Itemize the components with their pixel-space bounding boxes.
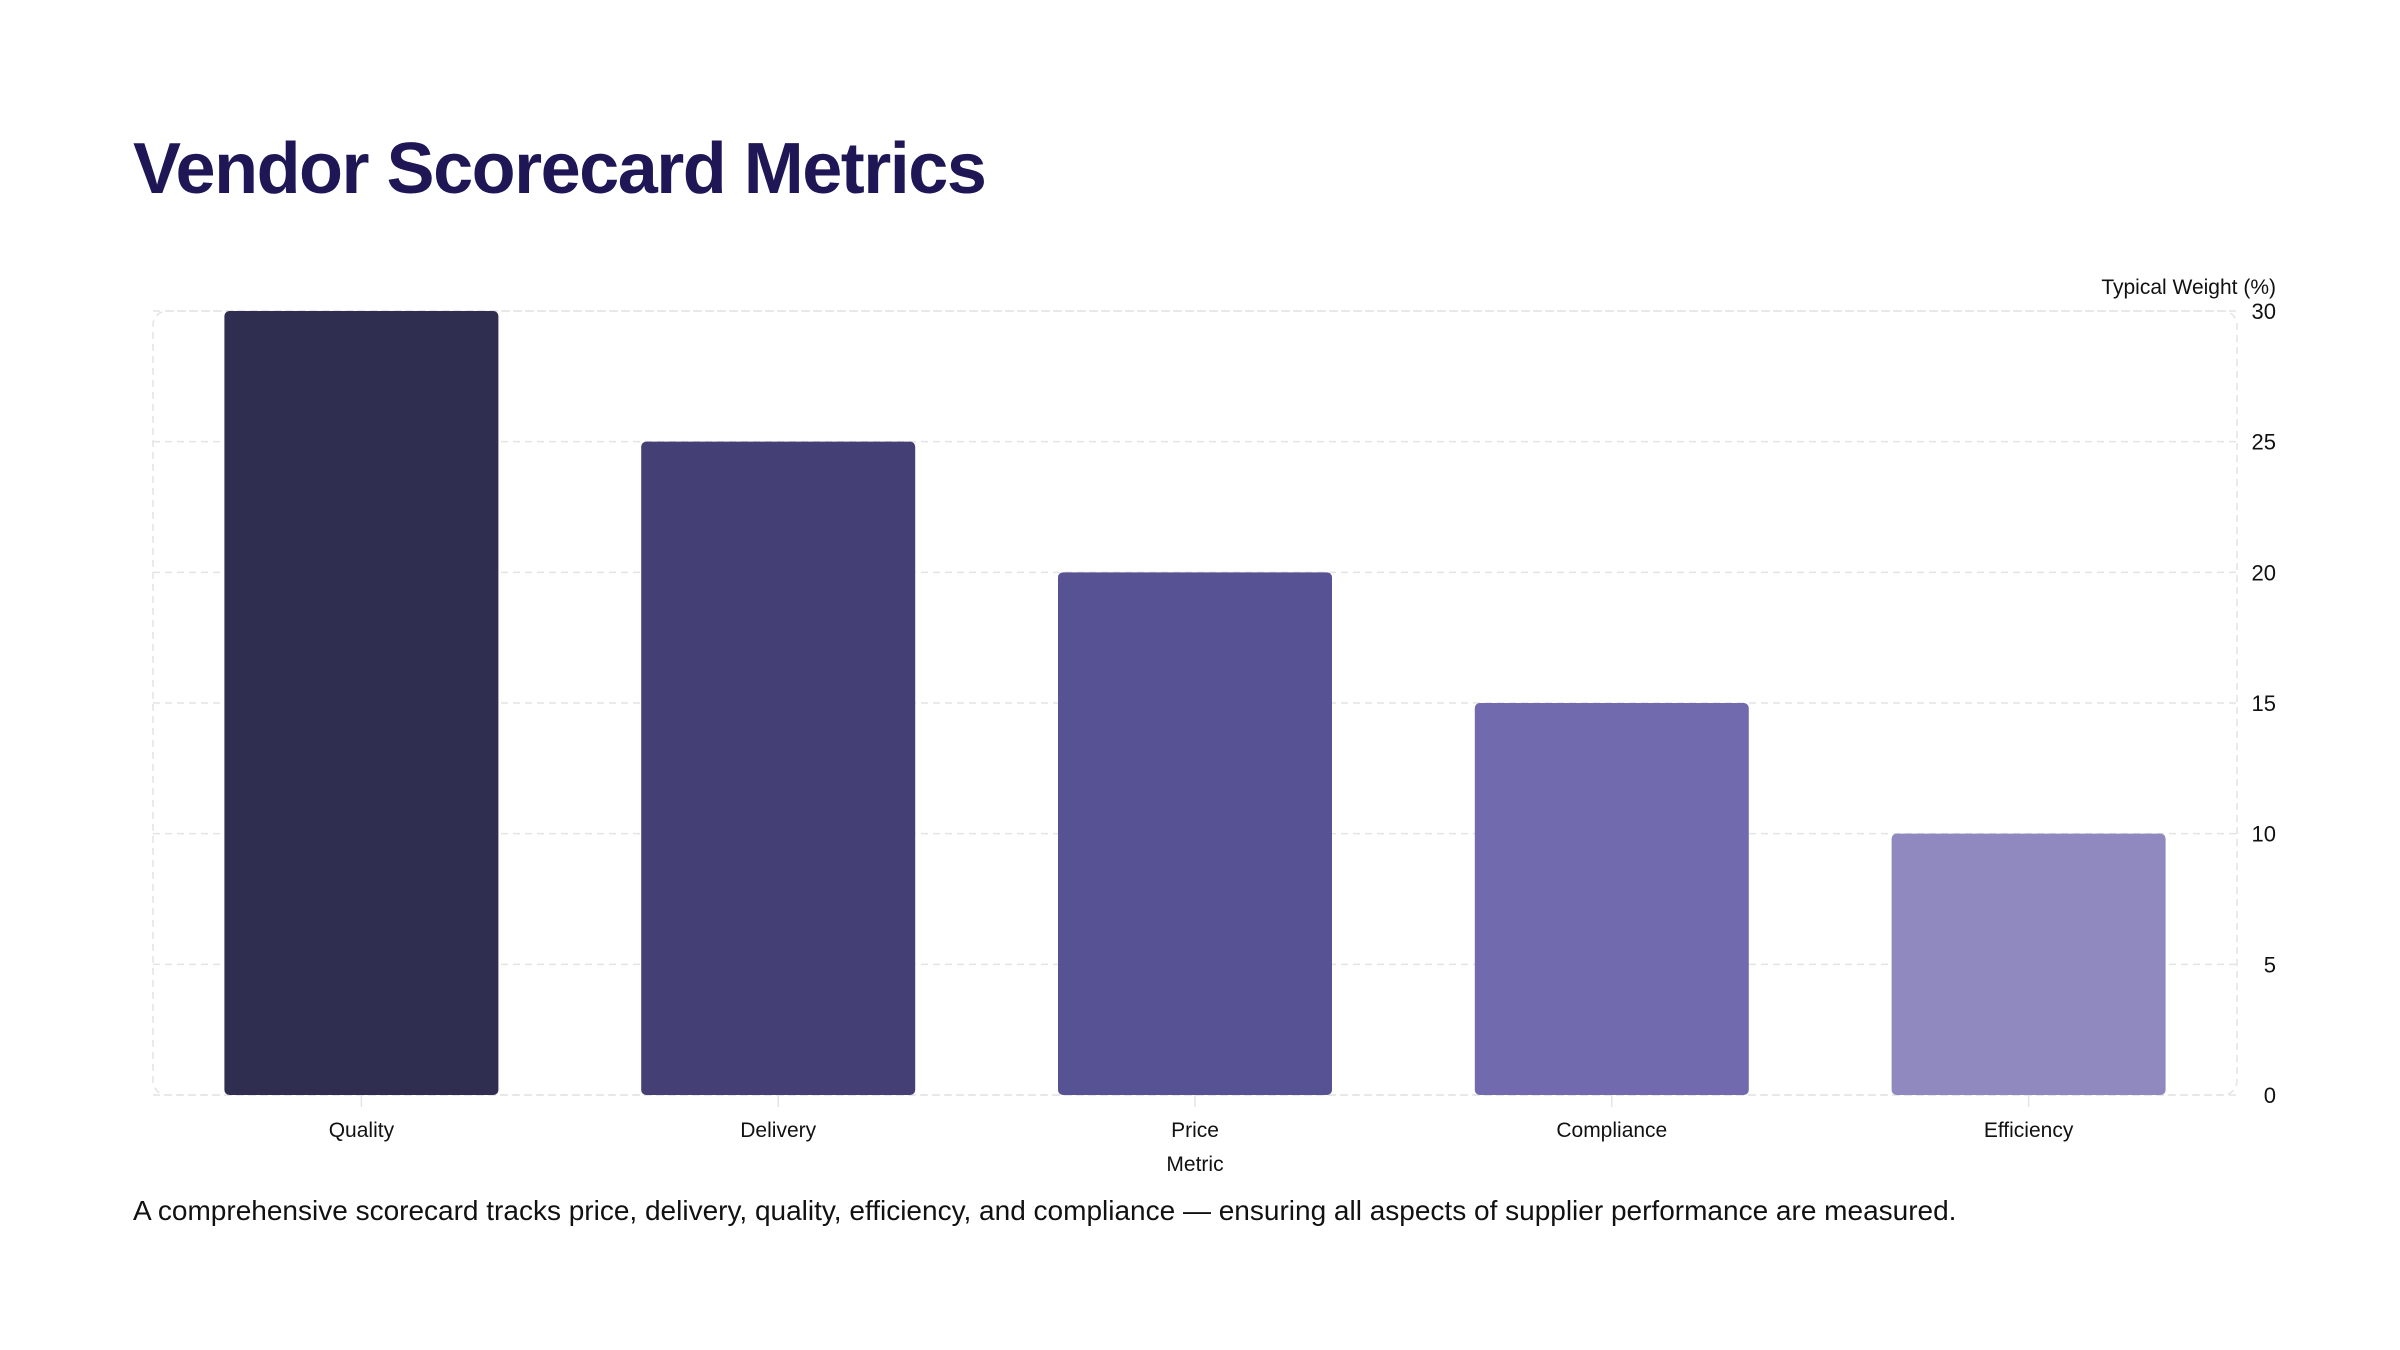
x-tick-label: Efficiency <box>1984 1119 2074 1142</box>
x-tick-label: Price <box>1171 1119 1219 1142</box>
y-tick-label: 25 <box>2252 430 2276 455</box>
bar-compliance <box>1474 703 1749 1095</box>
chart-caption: A comprehensive scorecard tracks price, … <box>133 1195 1957 1226</box>
bar-quality <box>224 311 499 1095</box>
y-tick-label: 0 <box>2264 1083 2276 1108</box>
chart-title: Vendor Scorecard Metrics <box>133 129 987 209</box>
x-axis-label: Metric <box>1166 1153 1223 1176</box>
y-tick-label: 30 <box>2252 299 2276 324</box>
bar-price <box>1058 572 1332 1095</box>
x-tick-label: Delivery <box>740 1119 816 1142</box>
x-tick-label: Compliance <box>1556 1119 1667 1142</box>
bar-efficiency <box>1891 833 2166 1095</box>
y-tick-label: 15 <box>2252 691 2276 716</box>
y-tick-label: 10 <box>2252 822 2276 847</box>
x-tick-label: Quality <box>329 1119 395 1142</box>
y-tick-label: 20 <box>2252 560 2276 585</box>
bar-delivery <box>641 441 916 1096</box>
y-axis-label: Typical Weight (%) <box>2101 276 2276 299</box>
y-tick-label: 5 <box>2264 952 2276 977</box>
